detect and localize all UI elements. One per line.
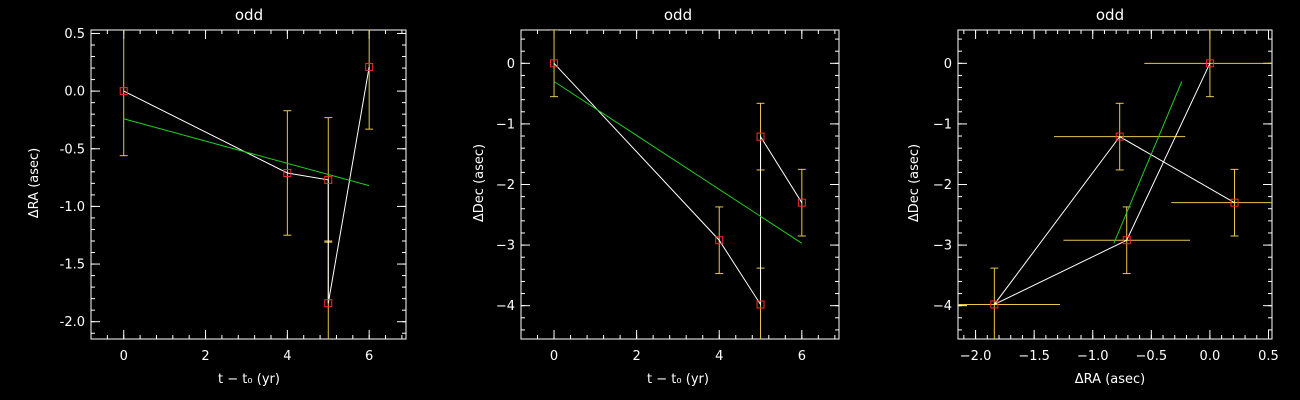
data-point-marker xyxy=(1230,198,1239,207)
x-tick-label: −2.0 xyxy=(960,349,992,364)
x-tick-label: 2 xyxy=(632,349,640,364)
x-axis-label: ΔRA (asec) xyxy=(1075,372,1145,387)
y-tick-label: 0.5 xyxy=(64,27,85,42)
data-point-marker xyxy=(324,175,333,184)
chart-panel-dec-vs-time: odd t − t₀ (yr) ΔDec (asec) 0 2 4 6 0 −1 −2 −3 −… xyxy=(472,6,840,387)
data-point-marker xyxy=(756,132,765,141)
fit-line xyxy=(553,81,803,244)
x-axis-label: t − t₀ (yr) xyxy=(647,372,709,387)
data-point-marker xyxy=(365,62,374,71)
x-tick-label: −1.5 xyxy=(1018,349,1050,364)
y-tick-label: −3 xyxy=(496,239,515,254)
y-tick-label: −3 xyxy=(933,239,952,254)
y-tick-label: −1 xyxy=(933,117,952,132)
y-tick-label: 0 xyxy=(507,57,515,72)
data-point-marker xyxy=(756,300,765,309)
data-point-marker xyxy=(119,87,128,96)
y-axis-label: ΔDec (asec) xyxy=(907,144,922,222)
plot-frame xyxy=(520,29,840,340)
plot-data xyxy=(550,30,806,339)
x-tick-label: −0.5 xyxy=(1136,349,1168,364)
x-tick-label: 0.5 xyxy=(1258,349,1279,364)
plot-frame xyxy=(90,29,407,340)
y-axis-label: ΔRA (asec) xyxy=(27,148,42,218)
data-path-line xyxy=(123,66,370,304)
y-tick-label: 0 xyxy=(944,57,952,72)
y-tick-label: −4 xyxy=(933,299,952,314)
x-tick-label: 4 xyxy=(283,349,291,364)
y-tick-label: −1 xyxy=(496,117,515,132)
fit-line xyxy=(1113,81,1183,244)
data-point-marker xyxy=(283,168,292,177)
plot-data xyxy=(119,30,374,339)
chart-panel-ra-vs-time: odd t − t₀ (yr) ΔRA (asec) 0 2 4 6 0.5 0.0 -0.… xyxy=(27,6,407,387)
data-path-line xyxy=(993,63,1235,305)
x-tick-label: −1.0 xyxy=(1077,349,1109,364)
data-point-marker xyxy=(324,299,333,308)
y-tick-label: -1.0 xyxy=(60,200,85,215)
data-point-marker xyxy=(1122,236,1131,245)
fit-line xyxy=(123,118,370,187)
data-point-marker xyxy=(797,198,806,207)
x-axis-label: t − t₀ (yr) xyxy=(218,372,280,387)
data-point-marker xyxy=(715,236,724,245)
plot-frame xyxy=(957,29,1273,340)
y-tick-label: -2.0 xyxy=(60,315,85,330)
x-tick-label: 0.0 xyxy=(1200,349,1221,364)
y-tick-label: −4 xyxy=(496,299,515,314)
chart-title: odd xyxy=(664,6,692,24)
y-tick-label: −2 xyxy=(933,178,952,193)
x-tick-label: 4 xyxy=(715,349,723,364)
chart-title: odd xyxy=(1096,6,1124,24)
plot-data xyxy=(958,30,1272,339)
x-tick-label: 6 xyxy=(798,349,806,364)
data-point-marker xyxy=(990,300,999,309)
y-tick-label: 0.0 xyxy=(64,85,85,100)
data-point-marker xyxy=(1205,59,1214,68)
chart-panel-dec-vs-ra: odd ΔRA (asec) ΔDec (asec) −2.0 −1.5 −1.0 −… xyxy=(907,6,1279,387)
chart-title: odd xyxy=(235,6,263,24)
y-tick-label: -0.5 xyxy=(60,142,85,157)
x-tick-label: 2 xyxy=(201,349,209,364)
data-point-marker xyxy=(550,59,559,68)
data-point-marker xyxy=(1115,132,1124,141)
y-tick-label: -1.5 xyxy=(60,258,85,273)
x-tick-label: 0 xyxy=(550,349,558,364)
x-tick-label: 0 xyxy=(120,349,128,364)
y-tick-label: −2 xyxy=(496,178,515,193)
data-path-line xyxy=(553,62,803,307)
x-tick-label: 6 xyxy=(365,349,373,364)
y-axis-label: ΔDec (asec) xyxy=(472,144,487,222)
